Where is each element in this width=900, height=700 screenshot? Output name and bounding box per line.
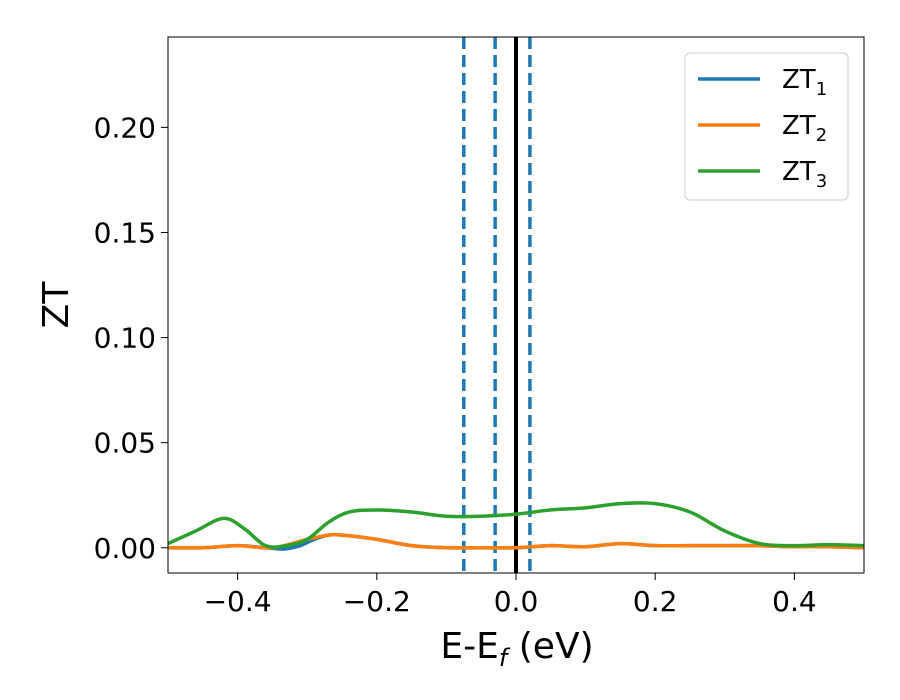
legend: ZT1 ZT2 ZT3 [684, 52, 849, 201]
vertical-lines [462, 37, 532, 573]
y-axis: 0.00 0.05 0.10 0.15 0.20 [94, 111, 168, 565]
y-tick-label: 0.10 [94, 322, 156, 355]
y-tick-label: 0.05 [94, 427, 156, 460]
series-line-3 [167, 501, 865, 549]
y-axis-title: ZT [36, 281, 77, 329]
x-axis-title: E-Ef (eV) [440, 626, 593, 672]
legend-box [684, 52, 849, 201]
y-tick-label: 0.20 [94, 111, 156, 144]
x-tick-label: 0.2 [633, 585, 678, 618]
series-lines [167, 501, 865, 551]
x-axis-title-unit: (eV) [507, 626, 593, 667]
y-tick-label: 0.00 [94, 532, 156, 565]
legend-label-2: ZT2 [782, 111, 827, 146]
legend-label-1: ZT1 [782, 65, 827, 100]
x-tick-label: 0.4 [772, 585, 817, 618]
x-axis: −0.4 −0.2 0.0 0.2 0.4 [204, 573, 817, 618]
x-tick-label: −0.4 [204, 585, 272, 618]
x-tick-label: 0.0 [494, 585, 539, 618]
y-tick-label: 0.15 [94, 216, 156, 249]
x-tick-label: −0.2 [343, 585, 411, 618]
legend-label-3: ZT3 [782, 157, 827, 192]
